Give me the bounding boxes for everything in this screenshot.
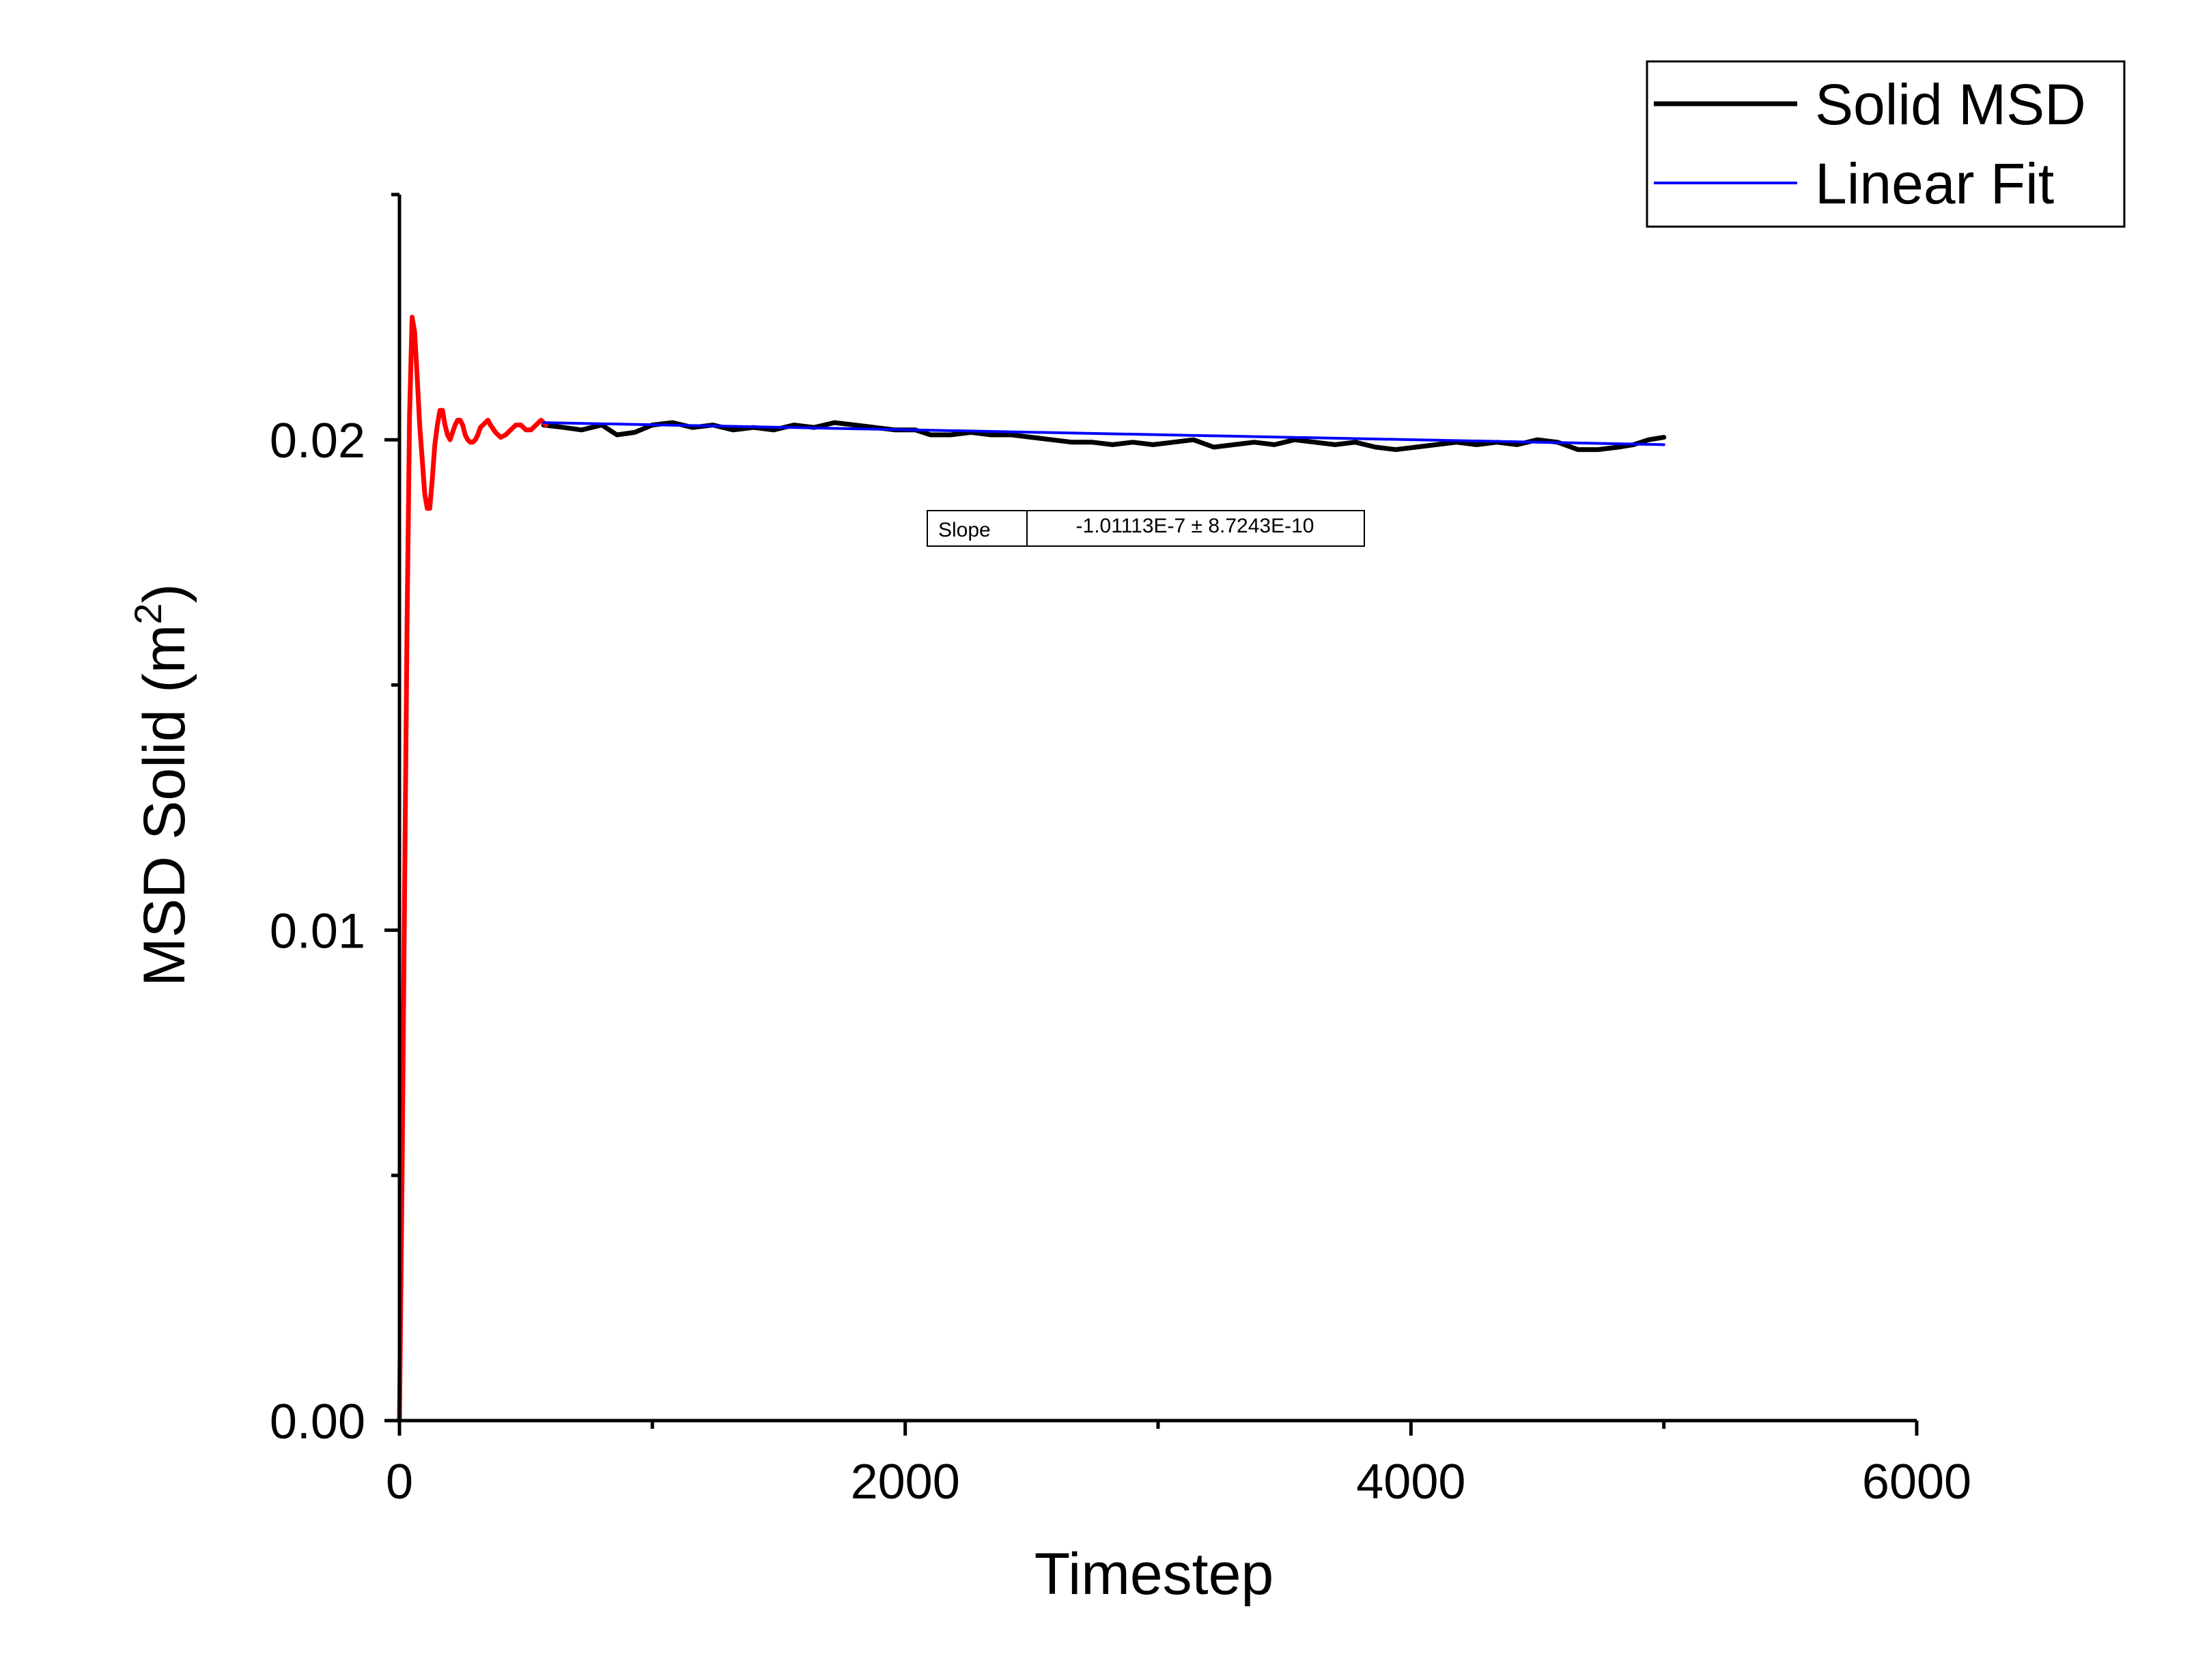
legend-label-solid-msd: Solid MSD xyxy=(1815,72,2086,137)
x-tick-label: 0 xyxy=(386,1455,413,1509)
x-axis-label: Timestep xyxy=(1034,1541,1273,1607)
y-axis-label-superscript: 2 xyxy=(126,603,169,625)
x-tick-label: 6000 xyxy=(1862,1455,1971,1509)
legend-label-linear-fit: Linear Fit xyxy=(1815,152,2054,216)
y-tick-label: 0.02 xyxy=(270,414,365,468)
legend-box xyxy=(1646,60,2126,228)
y-axis-ticks: 0.00 0.01 0.02 xyxy=(270,193,399,1449)
y-axis-label-main: MSD Solid (m xyxy=(132,625,197,986)
x-axis-ticks: 0 2000 4000 6000 xyxy=(386,1421,1971,1509)
x-tick-label: 2000 xyxy=(851,1455,960,1509)
series-initial-oscillation-line xyxy=(397,315,549,1423)
fit-annotation-slope-value: -1.01113E-7 ± 8.7243E-10 xyxy=(1076,515,1314,537)
y-axis-label-close: ) xyxy=(132,584,197,603)
y-axis-label: MSD Solid (m2) xyxy=(126,584,197,986)
plot-series xyxy=(397,315,1667,1423)
y-tick-label: 0.01 xyxy=(270,905,365,959)
y-tick-label: 0.00 xyxy=(270,1395,365,1449)
legend: Solid MSD Linear Fit xyxy=(1646,60,2126,228)
x-tick-label: 4000 xyxy=(1356,1455,1465,1509)
series-linear-fit-line xyxy=(542,421,1665,446)
fit-annotation-box xyxy=(927,510,1365,547)
fit-annotation-slope-label: Slope xyxy=(938,519,991,541)
fit-annotation-table: Slope -1.01113E-7 ± 8.7243E-10 xyxy=(927,510,1365,547)
